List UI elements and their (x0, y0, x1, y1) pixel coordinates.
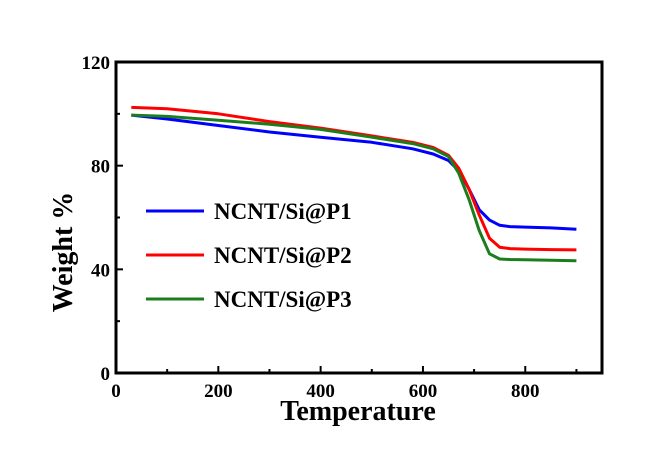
x-tick-label: 400 (306, 381, 335, 402)
legend-label: NCNT/Si@P3 (214, 287, 352, 313)
y-tick-label: 120 (82, 53, 111, 74)
legend: NCNT/Si@P1 NCNT/Si@P2 NCNT/Si@P3 (146, 199, 352, 313)
y-axis-title: Weight % (48, 192, 79, 313)
y-tick-label: 80 (91, 157, 110, 178)
y-tick-label: 0 (101, 364, 111, 385)
x-tick-label: 200 (204, 381, 233, 402)
legend-label: NCNT/Si@P1 (214, 199, 352, 225)
series-line-3 (131, 113, 577, 263)
y-tick-label: 40 (91, 260, 110, 281)
series-layer (131, 105, 577, 263)
plot-frame (114, 60, 604, 375)
x-axis-title: Temperature (280, 396, 436, 427)
x-tick-label: 800 (511, 381, 540, 402)
axis-tick-labels: 0 200 400 600 800 0 40 80 120 (82, 53, 540, 402)
legend-label: NCNT/Si@P2 (214, 243, 352, 269)
x-tick-label: 0 (111, 381, 121, 402)
axis-ticks (115, 61, 578, 374)
x-tick-label: 600 (409, 381, 438, 402)
series-line-2 (131, 105, 577, 252)
